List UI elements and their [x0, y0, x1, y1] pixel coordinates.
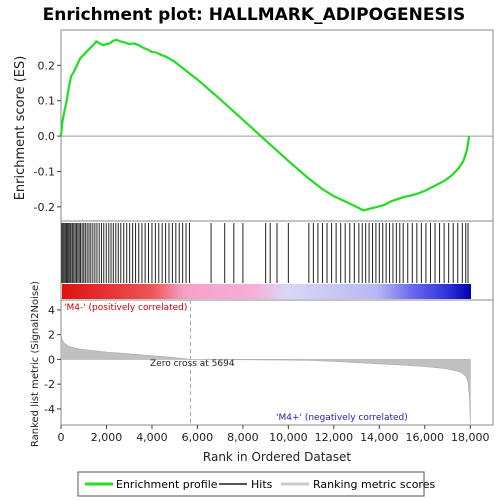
neg-correlated-label: 'M4+' (negatively correlated)	[276, 413, 408, 423]
x-tick-label: 14,000	[360, 431, 399, 444]
x-tick-label: 10,000	[269, 431, 308, 444]
es-y-tick-label: 0.0	[38, 130, 56, 143]
metric-area	[60, 333, 471, 424]
x-tick-label: 4,000	[136, 431, 168, 444]
pos-correlated-label: 'M4-' (positively correlated)	[64, 303, 187, 313]
x-tick-label: 0	[58, 431, 65, 444]
metric-y-tick-label: 0	[48, 353, 55, 366]
x-tick-label: 18,000	[451, 431, 490, 444]
metric-y-tick-label: -4	[44, 403, 55, 416]
x-tick-label: 16,000	[406, 431, 445, 444]
es-y-tick-label: -0.2	[34, 201, 55, 214]
x-tick-label: 2,000	[91, 431, 123, 444]
metric-y-tick-label: 2	[48, 329, 55, 342]
legend-box	[77, 471, 425, 497]
legend-enrichment-label: Enrichment profile	[116, 478, 218, 491]
es-y-axis-label: Enrichment score (ES)	[13, 56, 28, 201]
metric-y-axis-label: Ranked list metric (Signal2Noise)	[30, 281, 41, 447]
es-curve	[59, 38, 471, 212]
es-panel-frame	[60, 29, 494, 222]
metric-y-tick-label: -2	[44, 378, 55, 391]
metric-y-tick-label: 4	[48, 304, 55, 317]
axes-layer: -0.2 -0.1 0.0 0.1 0.2 -4 -2 0 2 4 0 2,000 4,000 6,000…	[34, 59, 490, 444]
legend-metric-label: Ranking metric scores	[313, 478, 435, 491]
es-y-tick-label: 0.2	[38, 59, 56, 72]
hits-layer	[61, 223, 469, 283]
x-tick-label: 8,000	[227, 431, 259, 444]
x-tick-label: 12,000	[315, 431, 354, 444]
legend: Enrichment profile Hits Ranking metric s…	[77, 471, 435, 497]
chart-title: Enrichment plot: HALLMARK_ADIPOGENESIS	[43, 5, 466, 25]
es-curve-layer	[59, 38, 471, 212]
x-axis-label: Rank in Ordered Dataset	[203, 450, 351, 464]
metric-layer	[60, 300, 471, 425]
es-y-tick-label: -0.1	[34, 165, 55, 178]
rank-color-bar	[62, 284, 471, 299]
zero-cross-label: Zero cross at 5694	[150, 359, 235, 369]
es-y-tick-label: 0.1	[38, 95, 56, 108]
x-tick-label: 6,000	[182, 431, 214, 444]
legend-hits-label: Hits	[251, 478, 273, 491]
